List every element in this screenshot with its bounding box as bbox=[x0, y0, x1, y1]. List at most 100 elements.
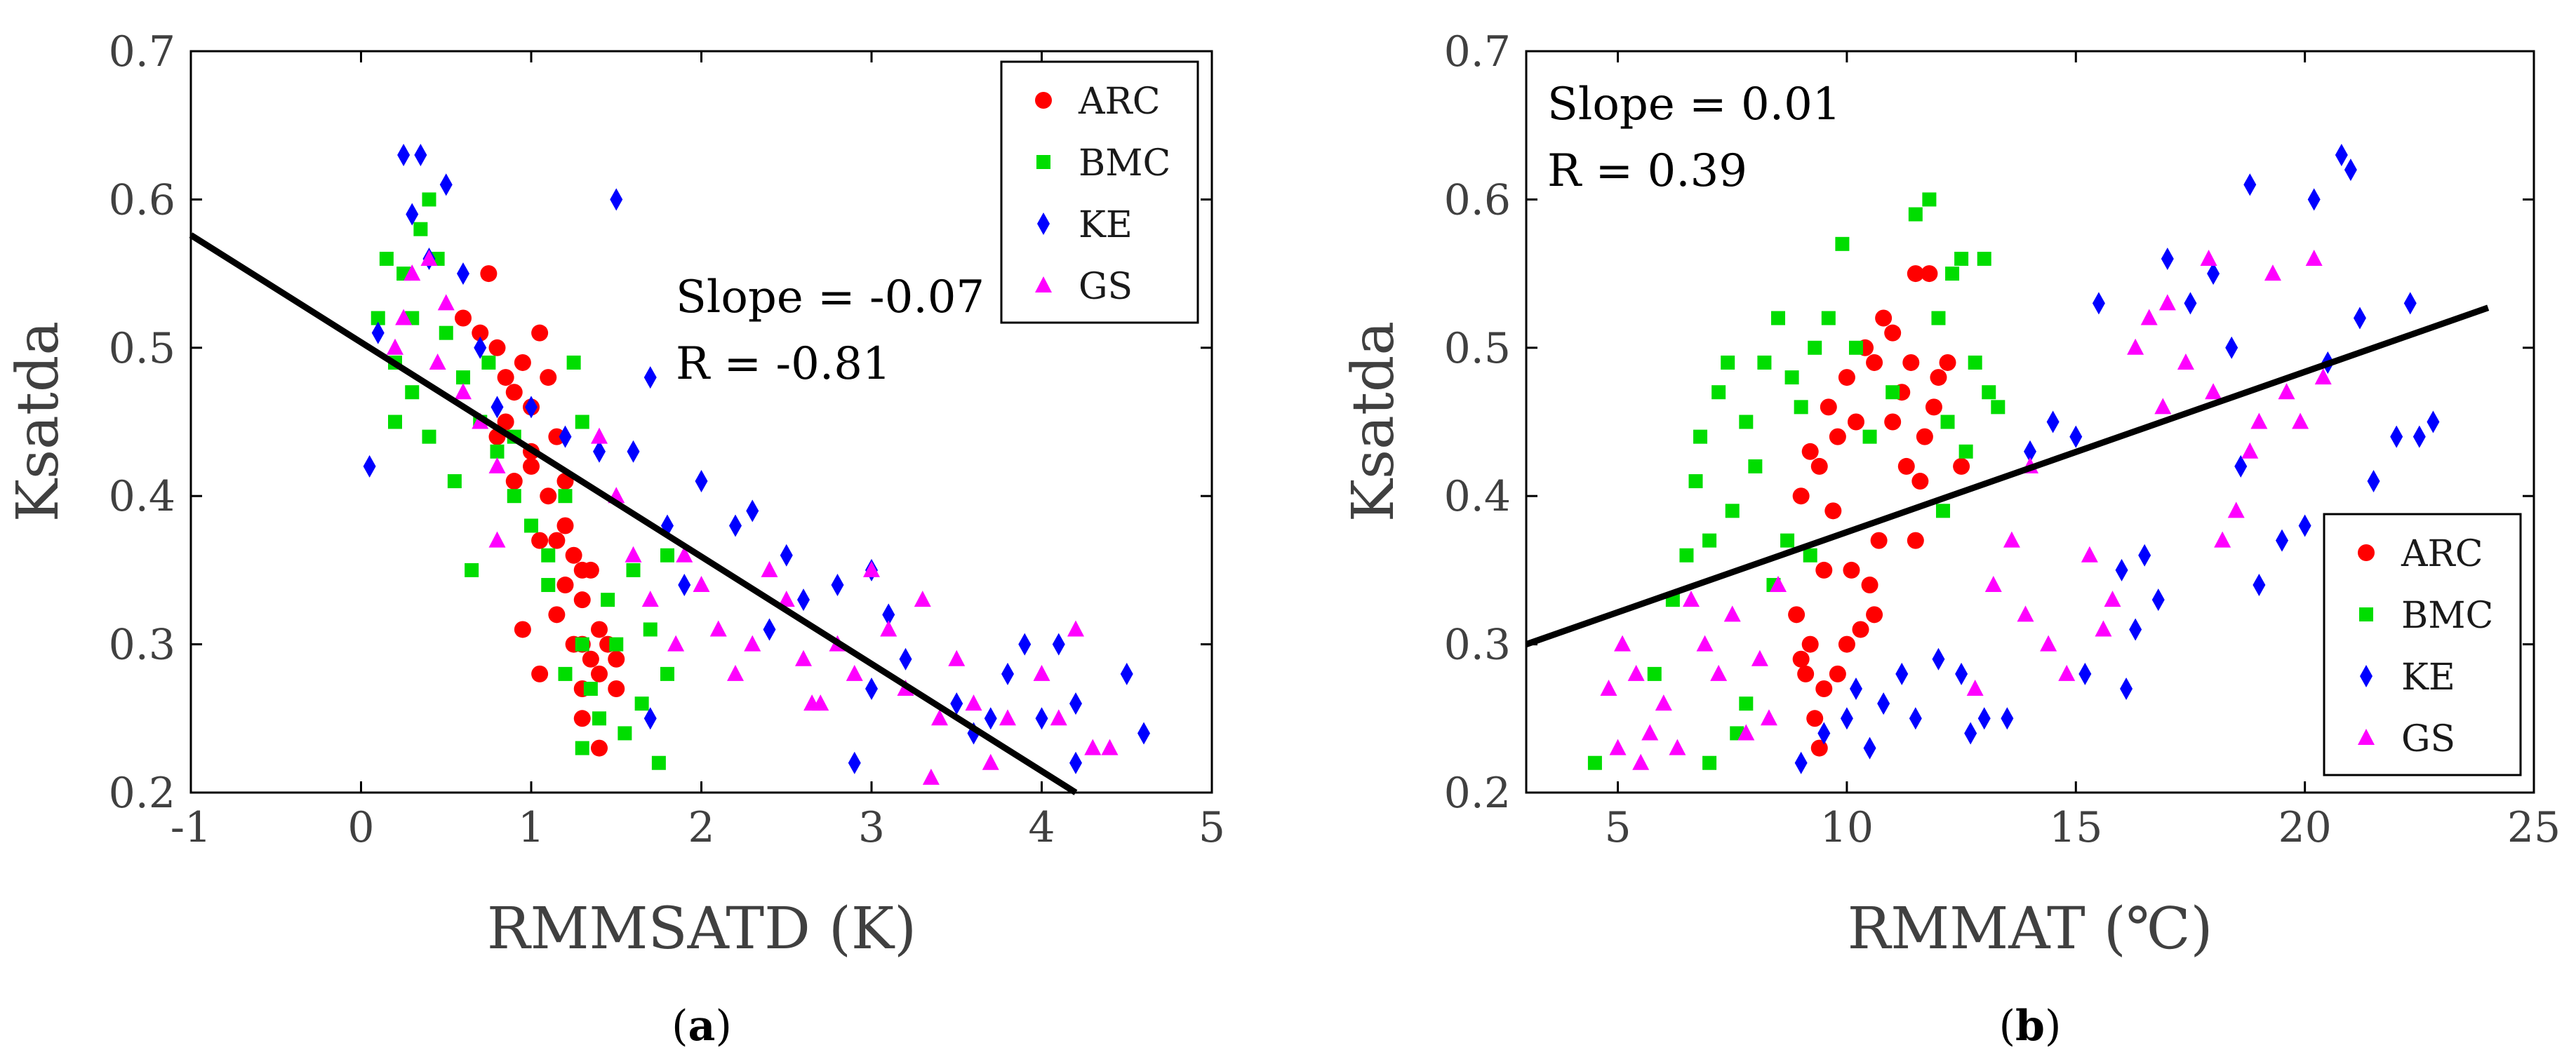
data-point-ke bbox=[2390, 425, 2403, 448]
legend-label-gs: GS bbox=[2401, 718, 2455, 760]
panel-b-y-axis: 0.2 0.3 0.4 0.5 0.6 0.7 bbox=[1444, 27, 2534, 818]
data-point-bmc bbox=[422, 429, 436, 444]
data-point-ke bbox=[627, 440, 640, 463]
data-point-ke bbox=[1069, 751, 1082, 774]
data-point-gs bbox=[488, 531, 506, 548]
data-point-arc bbox=[1788, 606, 1806, 624]
data-point-ke bbox=[1840, 707, 1853, 730]
data-point-ke bbox=[2298, 514, 2311, 537]
data-point-ke bbox=[2427, 410, 2440, 433]
data-point-bmc bbox=[1977, 251, 1991, 266]
data-point-gs bbox=[1984, 576, 2002, 593]
data-point-gs bbox=[429, 353, 446, 370]
data-point-ke bbox=[2001, 707, 2014, 730]
x-tick-label: 15 bbox=[2049, 803, 2102, 852]
data-point-gs bbox=[2278, 383, 2295, 400]
y-tick-label: 0.2 bbox=[109, 769, 175, 818]
data-point-ke bbox=[882, 603, 895, 626]
data-point-arc bbox=[1875, 309, 1893, 327]
legend-marker-bmc bbox=[1036, 155, 1050, 169]
data-point-bmc bbox=[1771, 311, 1785, 325]
data-point-gs bbox=[2154, 398, 2172, 415]
y-tick-label: 0.3 bbox=[1444, 621, 1511, 670]
data-point-gs bbox=[693, 576, 710, 593]
data-point-ke bbox=[2069, 425, 2083, 448]
data-point-ke bbox=[729, 514, 742, 537]
legend-label-arc: ARC bbox=[2401, 533, 2483, 575]
data-point-bmc bbox=[1862, 429, 1877, 444]
data-point-arc bbox=[591, 665, 608, 682]
y-tick-label: 0.2 bbox=[1444, 769, 1511, 818]
data-point-gs bbox=[1682, 591, 1700, 607]
data-point-ke bbox=[2344, 159, 2357, 182]
data-point-arc bbox=[1829, 428, 1846, 445]
data-point-ke bbox=[984, 707, 997, 730]
data-point-bmc bbox=[413, 222, 428, 236]
data-point-bmc bbox=[618, 726, 632, 741]
data-point-gs bbox=[863, 560, 880, 577]
data-point-bmc bbox=[1794, 400, 1808, 415]
data-point-arc bbox=[1897, 457, 1915, 475]
data-point-bmc bbox=[1922, 192, 1937, 207]
data-point-arc bbox=[1843, 561, 1860, 579]
data-point-ke bbox=[2243, 173, 2257, 196]
y-tick-label: 0.7 bbox=[1444, 27, 1511, 76]
data-point-gs bbox=[667, 635, 685, 652]
data-point-ke bbox=[1069, 692, 1082, 715]
data-point-ke bbox=[1932, 647, 1945, 671]
data-point-arc bbox=[582, 650, 599, 668]
data-point-gs bbox=[591, 427, 608, 444]
data-point-ke bbox=[763, 618, 776, 641]
data-point-ke bbox=[1035, 707, 1048, 730]
data-point-arc bbox=[1815, 561, 1833, 579]
data-point-gs bbox=[1641, 724, 1659, 741]
y-tick-label: 0.5 bbox=[1444, 324, 1511, 373]
data-point-ke bbox=[2184, 292, 2197, 315]
data-point-gs bbox=[2140, 309, 2158, 325]
data-point-bmc bbox=[1647, 666, 1662, 681]
data-point-gs bbox=[1751, 649, 1768, 666]
data-point-bmc bbox=[405, 385, 420, 400]
data-point-gs bbox=[2227, 501, 2245, 518]
data-point-bmc bbox=[465, 563, 479, 577]
data-point-gs bbox=[803, 694, 821, 711]
data-point-ke bbox=[695, 470, 708, 493]
data-point-arc bbox=[531, 324, 549, 342]
data-point-bmc bbox=[1940, 415, 1955, 429]
data-point-arc bbox=[1810, 457, 1828, 475]
data-point-ke bbox=[1052, 633, 1065, 656]
y-tick-label: 0.6 bbox=[109, 175, 175, 224]
data-point-ke bbox=[1849, 678, 1862, 701]
data-point-gs bbox=[2040, 635, 2057, 652]
legend-marker-gs bbox=[2358, 729, 2375, 745]
data-point-bmc bbox=[660, 666, 674, 681]
data-point-arc bbox=[480, 265, 498, 283]
data-point-bmc bbox=[1886, 385, 1900, 400]
data-point-arc bbox=[591, 739, 608, 757]
legend-marker-arc bbox=[1035, 92, 1052, 109]
data-point-gs bbox=[1600, 680, 1617, 696]
data-point-bmc bbox=[490, 444, 505, 459]
data-point-ke bbox=[1137, 722, 1150, 745]
data-point-gs bbox=[982, 753, 999, 770]
data-point-ke bbox=[593, 440, 606, 463]
data-point-bmc bbox=[1803, 548, 1817, 563]
data-point-gs bbox=[420, 249, 438, 266]
data-point-bmc bbox=[566, 355, 581, 370]
panel-b-y-axis-label: Ksatda bbox=[1340, 321, 1407, 523]
legend-marker-ke bbox=[2360, 665, 2373, 687]
x-tick-label: 3 bbox=[858, 803, 885, 852]
data-point-bmc bbox=[1702, 755, 1717, 770]
data-point-bmc bbox=[558, 489, 573, 504]
data-point-bmc bbox=[371, 311, 385, 325]
data-point-arc bbox=[1838, 369, 1855, 386]
legend-marker-bmc bbox=[2359, 607, 2373, 621]
data-point-ke bbox=[1955, 662, 1968, 685]
data-point-gs bbox=[2095, 620, 2112, 637]
y-tick-label: 0.4 bbox=[109, 472, 175, 521]
panel-b-fit-line bbox=[1525, 304, 2490, 647]
data-point-ke bbox=[865, 678, 878, 701]
data-point-gs bbox=[1101, 739, 1119, 755]
data-point-bmc bbox=[1780, 533, 1795, 548]
data-point-gs bbox=[880, 620, 897, 637]
